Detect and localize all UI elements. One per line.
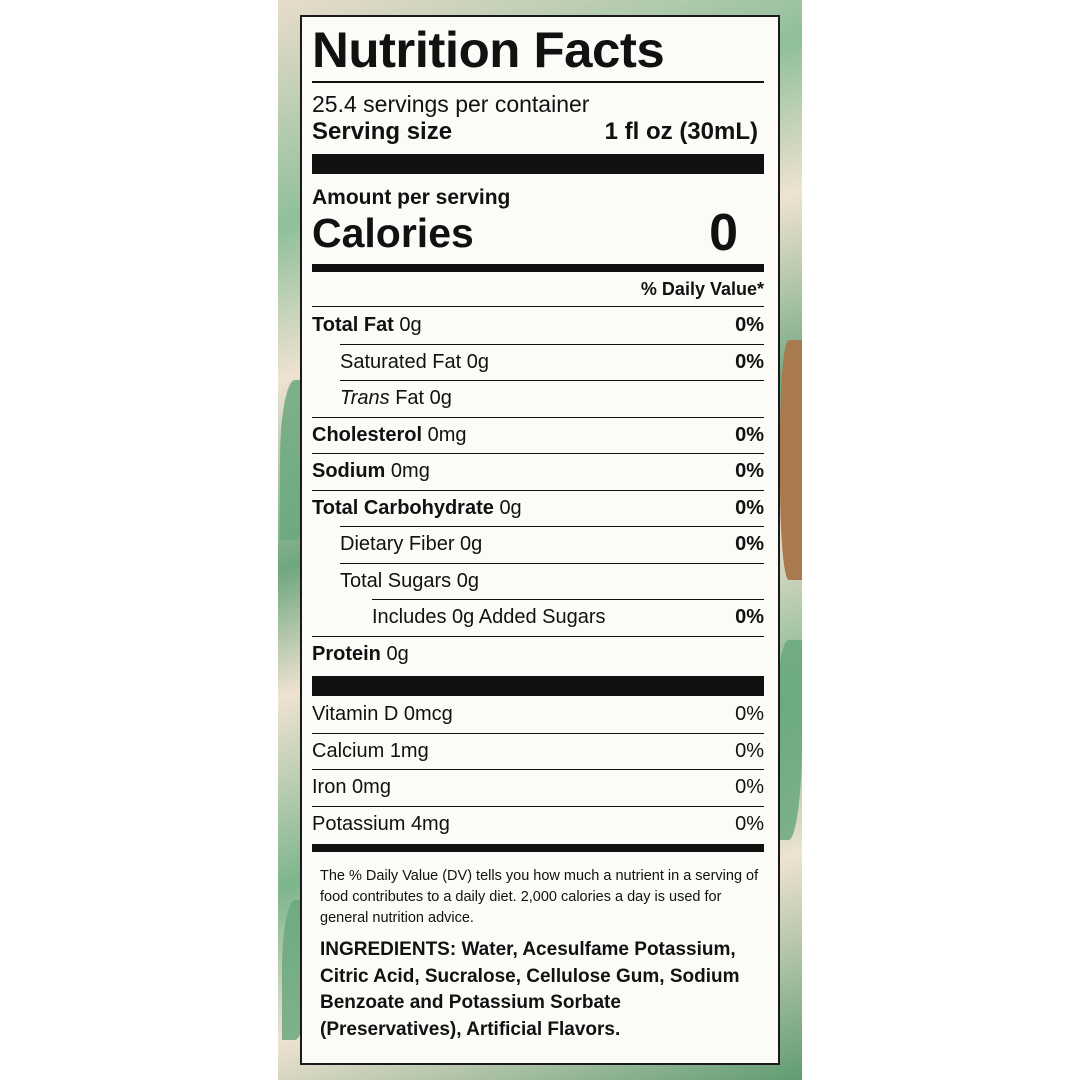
mineral-daily-value: 0%	[735, 702, 764, 725]
nutrient-name: Total Carbohydrate	[312, 496, 494, 519]
nutrient-daily-value: 0%	[735, 460, 764, 483]
nutrient-row: Protein 0g	[312, 635, 764, 673]
divider	[312, 81, 764, 83]
nutrient-row: Includes 0g Added Sugars 0%	[372, 599, 764, 636]
nutrient-name: Cholesterol	[312, 423, 423, 446]
mineral-name-amount: Vitamin D 0mcg	[312, 703, 453, 726]
nutrient-amount: 0g	[460, 533, 483, 556]
nutrient-daily-value: 0%	[735, 350, 764, 373]
mineral-name-amount: Calcium 1mg	[312, 740, 429, 763]
mineral-name-amount: Iron 0mg	[312, 776, 391, 799]
nutrient-amount: 0g	[399, 313, 422, 336]
serving-size-label: Serving size	[312, 118, 453, 145]
nutrient-name-amount: Total Carbohydrate 0g	[312, 497, 522, 520]
nutrient-amount: 0g	[386, 642, 409, 665]
daily-value-header: % Daily Value*	[312, 272, 764, 307]
nutrient-row: Dietary Fiber 0g 0%	[340, 526, 764, 563]
medium-divider	[312, 264, 764, 272]
nutrient-name: Trans	[340, 387, 390, 410]
nutrient-name: Includes 0g Added Sugars	[372, 606, 606, 629]
label-title: Nutrition Facts	[312, 22, 665, 78]
mineral-name: Calcium	[312, 739, 385, 762]
amount-per-serving: Amount per serving	[312, 186, 511, 209]
nutrient-name-amount: Sodium 0mg	[312, 460, 430, 483]
nutrient-amount: 0g	[499, 496, 522, 519]
nutrient-name: Dietary Fiber	[340, 533, 455, 556]
calories-label: Calories	[312, 210, 474, 256]
nutrient-name-suffix: Fat	[395, 387, 425, 410]
mineral-daily-value: 0%	[735, 776, 764, 799]
nutrient-name: Total Fat	[312, 313, 394, 336]
nutrient-name-amount: Includes 0g Added Sugars	[372, 606, 606, 629]
nutrient-daily-value: 0%	[735, 496, 764, 519]
calories-value: 0	[709, 204, 738, 262]
nutrient-row: Cholesterol 0mg 0%	[312, 416, 764, 454]
mineral-row: Potassium 4mg 0%	[312, 805, 764, 843]
nutrient-row: Sodium 0mg 0%	[312, 453, 764, 490]
nutrient-name-amount: Total Fat 0g	[312, 314, 422, 337]
nutrient-daily-value: 0%	[735, 313, 764, 336]
nutrient-row: Saturated Fat 0g 0%	[340, 343, 764, 381]
nutrient-name: Protein	[312, 642, 381, 665]
mineral-daily-value: 0%	[735, 739, 764, 762]
mineral-row: Iron 0mg 0%	[312, 769, 764, 806]
mineral-row: Vitamin D 0mcg 0%	[312, 696, 764, 733]
thick-divider	[312, 154, 764, 174]
coconut-decoration	[780, 340, 802, 580]
medium-divider	[312, 844, 764, 852]
mineral-amount: 1mg	[389, 739, 429, 762]
nutrient-name: Total Sugars	[340, 569, 452, 592]
mineral-name: Iron	[312, 776, 347, 799]
mineral-name: Vitamin D	[312, 702, 399, 725]
nutrition-label: Nutrition Facts 25.4 servings per contai…	[300, 15, 780, 1065]
nutrient-name-amount: Dietary Fiber 0g	[340, 533, 482, 556]
servings-per-container: 25.4 servings per container	[312, 91, 590, 117]
serving-size-value: 1 fl oz (30mL)	[604, 118, 758, 145]
nutrient-amount: 0g	[466, 350, 489, 373]
nutrient-row: Trans Fat 0g	[340, 380, 764, 417]
nutrient-amount: 0g	[429, 387, 452, 410]
nutrient-amount: 0mg	[427, 423, 467, 446]
mineral-amount: 4mg	[410, 812, 450, 835]
nutrient-daily-value: 0%	[735, 423, 764, 446]
nutrient-name-amount: Saturated Fat 0g	[340, 351, 489, 374]
nutrient-amount: 0g	[456, 569, 479, 592]
nutrient-name-amount: Trans Fat 0g	[340, 387, 452, 410]
nutrient-row: Total Fat 0g 0%	[312, 307, 764, 344]
serving-size: Serving size 1 fl oz (30mL)	[312, 118, 764, 146]
ingredients: INGREDIENTS: Water, Acesulfame Potassium…	[320, 939, 740, 1040]
nutrient-amount: 0mg	[390, 460, 430, 483]
nutrient-name: Sodium	[312, 460, 386, 483]
nutrient-name-amount: Total Sugars 0g	[340, 570, 479, 593]
mineral-list: Vitamin D 0mcg 0% Calcium 1mg 0% Iron 0mg 0% P…	[312, 696, 764, 842]
mineral-amount: 0mg	[352, 776, 391, 799]
thick-divider	[312, 676, 764, 696]
nutrient-name-amount: Protein 0g	[312, 643, 409, 666]
calories-row: Calories 0	[312, 204, 764, 262]
mineral-row: Calcium 1mg 0%	[312, 732, 764, 770]
nutrient-row: Total Sugars 0g	[340, 562, 764, 600]
nutrient-row: Total Carbohydrate 0g 0%	[312, 489, 764, 527]
nutrient-name-amount: Cholesterol 0mg	[312, 424, 467, 447]
mineral-daily-value: 0%	[735, 812, 764, 835]
nutrient-list: Total Fat 0g 0% Saturated Fat 0g 0% Trans Fa…	[312, 307, 764, 672]
mineral-amount: 0mcg	[403, 702, 453, 725]
nutrient-daily-value: 0%	[735, 606, 764, 629]
nutrient-daily-value: 0%	[735, 533, 764, 556]
daily-value-footnote: The % Daily Value (DV) tells you how muc…	[320, 868, 759, 926]
mineral-name-amount: Potassium 4mg	[312, 813, 450, 836]
mineral-name: Potassium	[312, 812, 406, 835]
nutrient-name: Saturated Fat	[340, 350, 462, 373]
